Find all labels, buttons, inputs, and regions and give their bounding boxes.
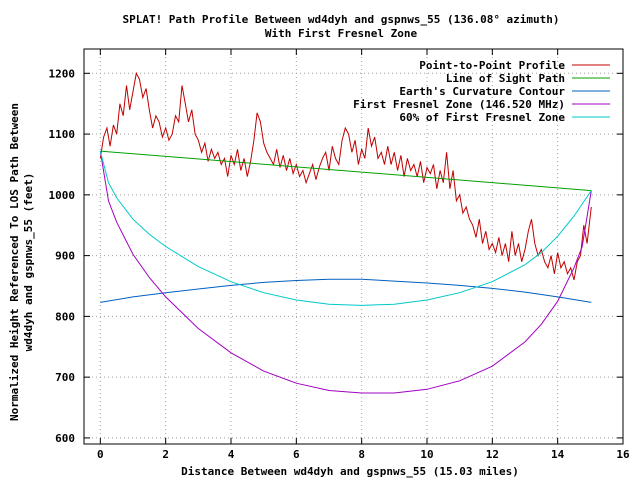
- series-line-first-fresnel-zone-146-520-mhz: [99, 151, 592, 394]
- series-lines: [99, 71, 592, 394]
- legend-label: First Fresnel Zone (146.520 MHz): [353, 98, 565, 111]
- x-axis-label: Distance Between wd4dyh and gspnws_55 (1…: [181, 465, 519, 478]
- series-line-earth-s-curvature-contour: [100, 278, 592, 303]
- plot-frame: [83, 48, 624, 445]
- legend-label: Line of Sight Path: [446, 72, 565, 85]
- series-line-line-of-sight-path: [100, 150, 592, 192]
- x-tick-label: 0: [97, 448, 104, 461]
- x-tick-label: 10: [420, 448, 433, 461]
- x-tick-label: 2: [162, 448, 169, 461]
- series-line-60-of-first-fresnel-zone: [99, 150, 592, 306]
- chart-subtitle: With First Fresnel Zone: [265, 27, 418, 40]
- y-tick-label: 1100: [49, 128, 76, 141]
- y-axis-label-line-1: Normalized Height Referenced To LOS Path…: [8, 103, 21, 421]
- x-tick-label: 12: [486, 448, 499, 461]
- x-tick-label: 6: [293, 448, 300, 461]
- y-tick-label: 800: [55, 310, 75, 323]
- x-tick-label: 8: [358, 448, 365, 461]
- legend-label: Point-to-Point Profile: [419, 59, 565, 72]
- y-tick-label: 700: [55, 371, 75, 384]
- x-tick-label: 4: [228, 448, 235, 461]
- y-tick-label: 900: [55, 250, 75, 263]
- series-line-point-to-point-profile: [99, 71, 592, 281]
- x-tick-labels: 0 2 4 6 8 10 12 14 16: [97, 448, 630, 461]
- x-tick-label: 16: [616, 448, 630, 461]
- legend-label: 60% of First Fresnel Zone: [399, 111, 565, 124]
- legend-label: Earth's Curvature Contour: [399, 85, 565, 98]
- y-tick-label: 1000: [49, 189, 76, 202]
- y-tick-label: 600: [55, 432, 75, 445]
- chart-title: SPLAT! Path Profile Between wd4dyh and g…: [122, 13, 559, 26]
- y-tick-label: 1200: [49, 67, 76, 80]
- y-axis-label-line-2: wd4dyh and gspnws_55 (feet): [22, 173, 35, 352]
- x-tick-label: 14: [551, 448, 565, 461]
- y-tick-labels: 600 700 800 900 1000 1100 1200: [49, 67, 76, 445]
